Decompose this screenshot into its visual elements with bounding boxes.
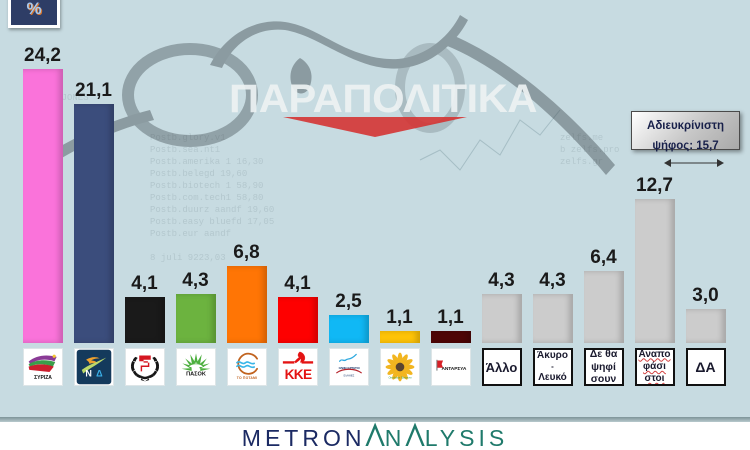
svg-text:ΑΝΤΑΡΣΥΑ: ΑΝΤΑΡΣΥΑ [441,366,466,372]
svg-text:KKE: KKE [284,367,311,382]
svg-text:N: N [85,368,92,378]
svg-text:ΣΥΡΙΖΑ: ΣΥΡΙΖΑ [34,375,52,381]
svg-text:Δ: Δ [96,368,103,378]
svg-text:ΕΛΛΗΝΕΣ: ΕΛΛΗΝΕΣ [343,375,354,377]
svg-text:ΤΟ ΠΟΤΑΜΙ: ΤΟ ΠΟΤΑΜΙ [236,376,256,380]
svg-text:ΠΑΣΟΚ: ΠΑΣΟΚ [186,371,206,377]
